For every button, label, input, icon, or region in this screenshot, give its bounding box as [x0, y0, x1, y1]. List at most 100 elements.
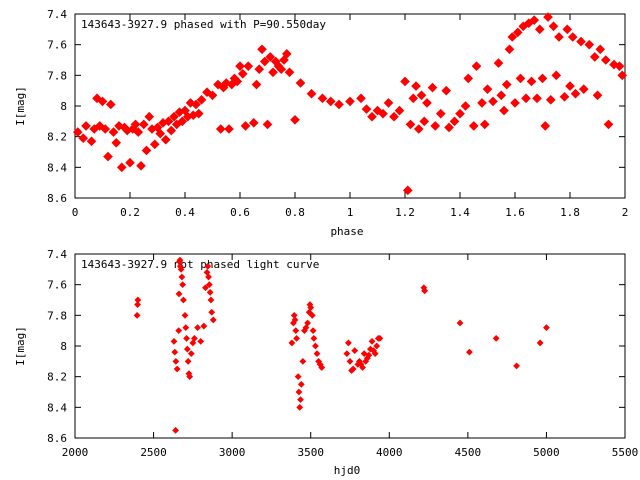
data-point	[310, 334, 318, 342]
y-tick-label: 7.8	[47, 69, 67, 82]
data-point	[173, 365, 181, 373]
data-point	[312, 342, 319, 350]
data-point	[197, 338, 205, 345]
y-tick-label: 7.6	[47, 279, 67, 292]
data-point	[589, 52, 600, 62]
data-point	[356, 93, 366, 104]
data-point	[536, 339, 544, 347]
data-point	[251, 79, 262, 90]
data-point	[435, 108, 446, 119]
data-point	[466, 348, 473, 356]
data-point	[543, 324, 550, 331]
x-tick-label: 4500	[455, 446, 482, 459]
data-point	[171, 348, 179, 356]
unphased-light-curve-chart: 143643-3927.9 not phased light curve hjd…	[14, 248, 638, 477]
data-point	[169, 111, 179, 122]
data-point	[149, 139, 160, 150]
chart-title: 143643-3927.9 phased with P=90.550day	[81, 18, 326, 31]
data-point	[184, 357, 192, 365]
x-axis-label: hjd0	[334, 464, 361, 477]
data-point	[488, 96, 498, 107]
data-point	[534, 24, 545, 35]
data-point	[248, 118, 259, 128]
data-point	[515, 73, 526, 84]
data-point	[521, 93, 531, 104]
data-point	[295, 388, 303, 396]
data-point	[175, 327, 183, 335]
x-tick-label: 2	[622, 206, 629, 219]
data-point	[125, 157, 135, 168]
x-axis-label: phase	[330, 225, 363, 238]
data-point	[510, 98, 520, 108]
y-tick-label: 7.4	[47, 248, 67, 261]
data-point	[138, 119, 149, 130]
data-point	[562, 24, 573, 35]
data-point	[205, 281, 213, 289]
data-points	[72, 12, 628, 196]
data-point	[202, 284, 209, 292]
x-tick-label: 1.4	[450, 206, 470, 219]
data-point	[166, 125, 177, 136]
data-point	[567, 32, 578, 42]
data-point	[288, 339, 296, 347]
data-point	[262, 119, 273, 130]
data-point	[209, 316, 217, 324]
data-point	[545, 95, 556, 105]
data-point	[325, 96, 336, 107]
data-point	[411, 81, 421, 91]
data-point	[526, 76, 537, 87]
x-tick-label: 2500	[140, 446, 167, 459]
data-point	[191, 334, 198, 342]
data-point	[292, 327, 300, 335]
data-point	[513, 362, 520, 370]
data-point	[578, 84, 589, 94]
data-point	[334, 99, 344, 110]
data-point	[205, 273, 212, 281]
data-point	[160, 134, 171, 145]
x-tick-label: 0.6	[230, 206, 250, 219]
data-point	[317, 93, 328, 104]
x-tick-label: 1.6	[505, 206, 525, 219]
data-point	[389, 111, 399, 122]
data-point	[551, 70, 562, 81]
data-point	[194, 324, 201, 331]
data-point	[449, 116, 460, 127]
data-point	[419, 116, 430, 127]
x-tick-label: 3500	[297, 446, 324, 459]
data-point	[477, 98, 487, 108]
y-tick-label: 8.2	[47, 131, 67, 144]
data-point	[208, 308, 216, 316]
data-point	[206, 288, 214, 296]
y-tick-label: 7.6	[47, 39, 67, 52]
data-point	[108, 127, 119, 137]
y-tick-label: 8	[60, 100, 67, 113]
data-point	[367, 111, 377, 122]
y-tick-label: 8.6	[47, 192, 67, 205]
data-point	[200, 322, 208, 330]
data-point	[186, 373, 194, 381]
data-point	[183, 345, 191, 353]
data-point	[548, 21, 559, 32]
data-point	[614, 61, 625, 71]
data-point	[297, 396, 304, 404]
data-point	[97, 96, 108, 107]
x-tick-label: 5000	[533, 446, 560, 459]
data-point	[313, 350, 321, 358]
data-point	[78, 133, 89, 144]
data-point	[565, 81, 575, 91]
data-point	[408, 93, 419, 104]
data-point	[493, 58, 504, 68]
data-point	[345, 96, 355, 107]
data-point	[430, 121, 441, 131]
data-point	[207, 296, 215, 304]
x-tick-label: 0.2	[120, 206, 140, 219]
data-point	[182, 324, 190, 331]
data-point	[603, 119, 614, 130]
data-point	[345, 339, 352, 347]
x-tick-label: 0	[72, 206, 79, 219]
data-point	[237, 68, 248, 79]
data-point	[368, 338, 376, 345]
data-point	[116, 162, 127, 173]
data-point	[307, 304, 315, 312]
data-point	[463, 73, 474, 84]
